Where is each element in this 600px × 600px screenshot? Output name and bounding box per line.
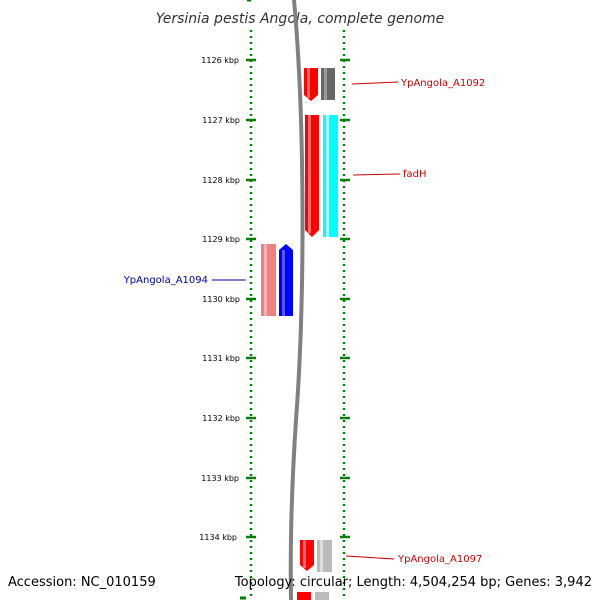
axis-ticks <box>246 58 350 539</box>
gene-highlight <box>326 115 329 237</box>
gene-highlight <box>307 68 310 98</box>
gene-ypangola-a1097[interactable] <box>297 540 332 600</box>
label-leader-a1092 <box>351 81 399 85</box>
footer-accession: Accession: NC_010159 <box>8 575 156 590</box>
gene-highlight <box>264 244 267 316</box>
tick-label-1129: 1129 kbp <box>202 235 240 244</box>
gene-label-a1092[interactable]: YpAngola_A1092 <box>400 78 485 89</box>
tick-label-1134: 1134 kbp <box>199 533 237 542</box>
gene-highlight <box>320 540 323 572</box>
tick-label-1127: 1127 kbp <box>202 116 240 125</box>
gene-fadh[interactable] <box>305 115 338 237</box>
tick-label-1128: 1128 kbp <box>202 176 240 185</box>
tick-label-1131: 1131 kbp <box>202 354 240 363</box>
gene-highlight <box>324 68 327 100</box>
gene-ypangola-a1094[interactable] <box>261 244 293 316</box>
gene-arrow-gray <box>321 68 335 100</box>
gene-block-light-gray <box>317 540 332 572</box>
gene-lower-gray <box>315 592 329 600</box>
label-leader-fadh <box>352 173 401 176</box>
tick-label-1133: 1133 kbp <box>201 474 239 483</box>
gene-label-fadh[interactable]: fadH <box>403 169 427 180</box>
gene-label-a1097[interactable]: YpAngola_A1097 <box>397 554 482 565</box>
label-leader-a1097 <box>345 555 395 560</box>
genome-backbone <box>288 0 305 600</box>
map-title: Yersinia pestis Angola, complete genome <box>156 11 445 27</box>
gene-arrow-red <box>305 115 319 237</box>
gene-arrow-red <box>304 68 318 101</box>
tick-label-1126: 1126 kbp <box>201 56 239 65</box>
gene-block-pink <box>261 244 276 316</box>
gene-label-a1094[interactable]: YpAngola_A1094 <box>123 275 208 286</box>
tick-label-1132: 1132 kbp <box>202 414 240 423</box>
gene-arrow-blue <box>279 244 293 316</box>
gene-lower-red <box>297 592 311 600</box>
gene-highlight <box>303 540 306 568</box>
gene-arrow-red <box>300 540 314 571</box>
gene-ypangola-a1092[interactable] <box>304 68 335 101</box>
footer-summary: Topology: circular; Length: 4,504,254 bp… <box>234 575 592 590</box>
gene-highlight <box>282 250 285 316</box>
tick-label-1130: 1130 kbp <box>202 295 240 304</box>
gene-highlight <box>308 115 311 233</box>
gene-block-cyan <box>323 115 338 237</box>
